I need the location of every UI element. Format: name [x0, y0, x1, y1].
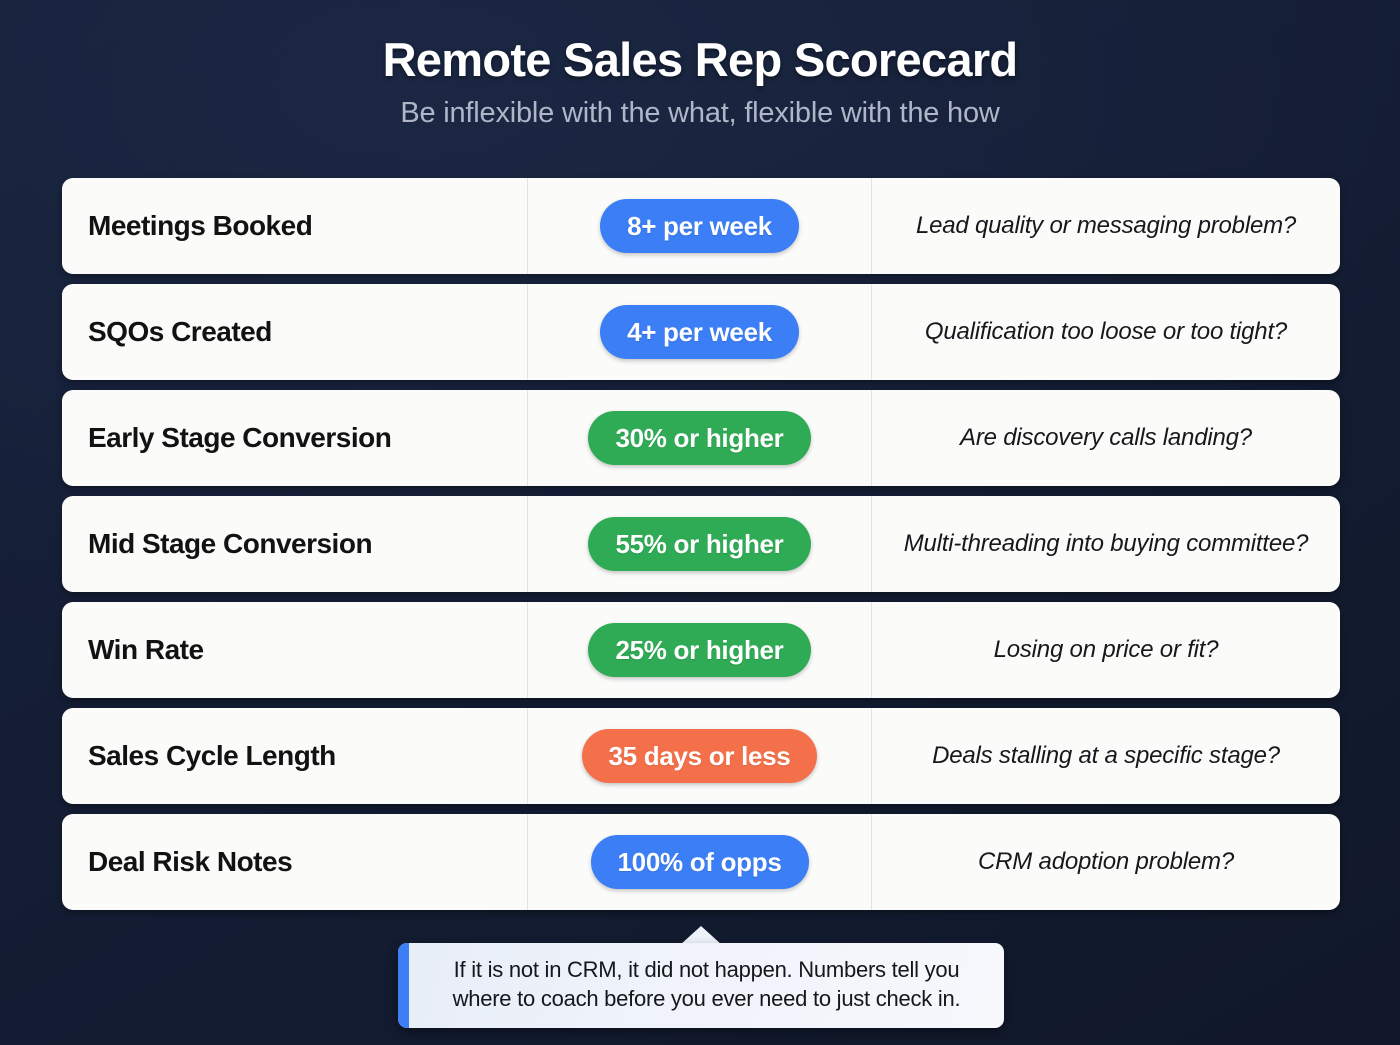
target-cell: 25% or higher	[528, 602, 872, 698]
question-cell: Are discovery calls landing?	[872, 390, 1340, 486]
target-cell: 55% or higher	[528, 496, 872, 592]
metric-label: Win Rate	[88, 633, 204, 665]
table-row: Win Rate 25% or higher Losing on price or …	[62, 602, 1340, 698]
table-row: Meetings Booked 8+ per week Lead quality o…	[62, 178, 1340, 274]
target-badge[interactable]: 25% or higher	[588, 623, 811, 677]
metric-cell: Meetings Booked	[62, 178, 528, 274]
table-row: Deal Risk Notes 100% of opps CRM adoption …	[62, 814, 1340, 910]
metric-label: Early Stage Conversion	[88, 421, 392, 453]
question-text: Deals stalling at a specific stage?	[932, 742, 1280, 770]
callout-container: If it is not in CRM, it did not happen. …	[398, 926, 1004, 1029]
question-cell: Losing on price or fit?	[872, 602, 1340, 698]
question-text: Lead quality or messaging problem?	[915, 212, 1297, 240]
table-row: Sales Cycle Length 35 days or less Deals s…	[62, 708, 1340, 804]
metric-label: Meetings Booked	[88, 209, 313, 241]
metric-cell: Deal Risk Notes	[62, 814, 528, 910]
metric-label: Sales Cycle Length	[88, 739, 336, 771]
metric-cell: Win Rate	[62, 602, 528, 698]
question-text: Qualification too loose or too tight?	[924, 318, 1288, 346]
metric-label: Mid Stage Conversion	[88, 527, 373, 559]
question-cell: Multi-threading into buying committee?	[872, 496, 1340, 592]
question-text: Losing on price or fit?	[993, 636, 1219, 664]
page-title: Remote Sales Rep Scorecard	[382, 33, 1019, 86]
target-cell: 4+ per week	[528, 284, 872, 380]
metric-label: SQOs Created	[88, 315, 272, 347]
callout-accent-bar	[398, 943, 409, 1029]
metric-label: Deal Risk Notes	[88, 845, 293, 877]
question-cell: Deals stalling at a specific stage?	[872, 708, 1340, 804]
target-badge[interactable]: 35 days or less	[581, 729, 818, 783]
callout-note: If it is not in CRM, it did not happen. …	[398, 943, 1004, 1029]
header: Remote Sales Rep Scorecard Be inflexible…	[0, 0, 1400, 130]
table-row: SQOs Created 4+ per week Qualification too…	[62, 284, 1340, 380]
metric-cell: Early Stage Conversion	[62, 390, 528, 486]
metric-cell: SQOs Created	[62, 284, 528, 380]
question-text: Are discovery calls landing?	[960, 424, 1252, 452]
target-badge[interactable]: 30% or higher	[588, 411, 811, 465]
scorecard-table: Meetings Booked 8+ per week Lead quality o…	[62, 178, 1340, 920]
table-row: Early Stage Conversion 30% or higher Are d…	[62, 390, 1340, 486]
target-cell: 8+ per week	[528, 178, 872, 274]
question-cell: CRM adoption problem?	[872, 814, 1340, 910]
metric-cell: Sales Cycle Length	[62, 708, 528, 804]
callout-text: If it is not in CRM, it did not happen. …	[452, 957, 961, 1011]
table-row: Mid Stage Conversion 55% or higher Multi-t…	[62, 496, 1340, 592]
question-text: Multi-threading into buying committee?	[903, 530, 1309, 558]
question-cell: Lead quality or messaging problem?	[872, 178, 1340, 274]
target-badge[interactable]: 55% or higher	[588, 517, 811, 571]
target-cell: 35 days or less	[528, 708, 872, 804]
question-text: CRM adoption problem?	[978, 848, 1234, 876]
target-badge[interactable]: 4+ per week	[600, 305, 799, 359]
question-cell: Qualification too loose or too tight?	[872, 284, 1340, 380]
target-badge[interactable]: 100% of opps	[590, 835, 809, 889]
callout-arrow-icon	[680, 926, 722, 945]
target-cell: 30% or higher	[528, 390, 872, 486]
target-badge[interactable]: 8+ per week	[600, 199, 799, 253]
metric-cell: Mid Stage Conversion	[62, 496, 528, 592]
callout-body: If it is not in CRM, it did not happen. …	[409, 943, 1004, 1028]
page-subtitle: Be inflexible with the what, flexible wi…	[400, 96, 1000, 129]
target-cell: 100% of opps	[528, 814, 872, 910]
